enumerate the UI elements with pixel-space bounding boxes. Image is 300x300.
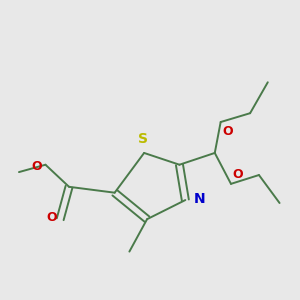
Text: O: O bbox=[222, 125, 233, 138]
Text: N: N bbox=[194, 192, 205, 206]
Text: O: O bbox=[232, 168, 243, 181]
Text: O: O bbox=[46, 211, 57, 224]
Text: O: O bbox=[31, 160, 42, 173]
Text: S: S bbox=[138, 132, 148, 145]
